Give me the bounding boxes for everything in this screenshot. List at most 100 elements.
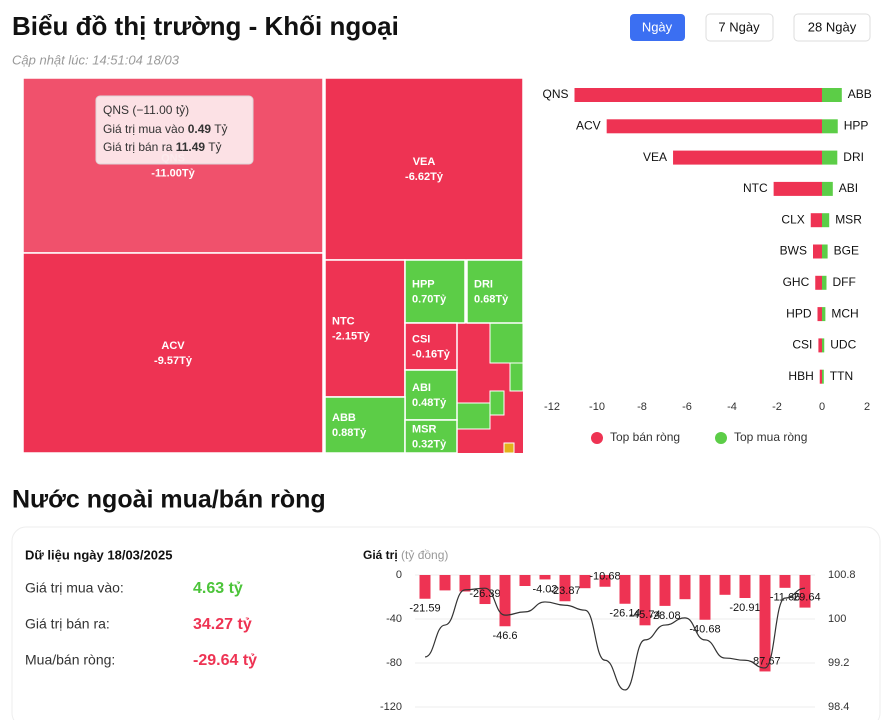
bar: [819, 369, 822, 384]
bar: [818, 338, 822, 353]
bar-label: CSI: [792, 338, 812, 352]
value-label: -87.67: [749, 655, 780, 667]
value-label: -46.6: [492, 630, 517, 642]
value-label: -21.59: [409, 603, 440, 615]
bar: [579, 575, 591, 589]
tab-label[interactable]: 7 Ngày: [718, 19, 760, 34]
cell-value: 0.88Tỷ: [332, 427, 367, 439]
bar: [479, 575, 491, 605]
bar: [719, 575, 731, 595]
tab-28[interactable]: [793, 13, 871, 42]
value-label: -40.68: [689, 624, 720, 636]
bar: [619, 575, 631, 604]
x-tick-label: 2: [864, 401, 870, 413]
bar: [759, 575, 771, 672]
bar: [822, 244, 828, 259]
legend-label: Top bán ròng: [610, 430, 680, 444]
bar-label: ABI: [839, 181, 858, 195]
bar: [659, 575, 671, 606]
bar: [822, 88, 842, 102]
cell-label: CSI: [412, 333, 430, 345]
summary-value: 4.63 tỷ: [193, 580, 243, 597]
y-tick-label: 0: [396, 569, 402, 581]
bar-label: DFF: [833, 275, 856, 289]
small-cell: [503, 442, 515, 454]
summary-label: Giá trị mua vào:: [25, 580, 124, 596]
bar: [822, 369, 824, 384]
x-tick-label: -4: [727, 401, 737, 413]
bar: [499, 575, 511, 627]
small-cell: [456, 402, 491, 430]
page-title: Biểu đồ thị trường - Khối ngoại: [12, 11, 399, 41]
bar-label: MCH: [831, 306, 858, 320]
y-tick-label: -40: [386, 613, 402, 625]
bar-label: ACV: [576, 118, 601, 132]
summary-value: -29.64 tỷ: [193, 652, 257, 669]
y2-tick-label: 99.2: [828, 657, 849, 669]
cell-value: -2.15Tỷ: [332, 330, 371, 342]
summary-label: Mua/bán ròng:: [25, 652, 115, 668]
tab-day[interactable]: [630, 14, 685, 41]
y-axis-label: Giá trị (tỷ đồng): [363, 548, 448, 562]
bar: [439, 575, 451, 591]
tooltip-label: Giá trị mua vào: [103, 122, 185, 136]
bar: [559, 575, 571, 602]
y-axis-title: Giá trị: [363, 548, 398, 562]
x-tick-label: -6: [682, 401, 692, 413]
y2-tick-label: 100.8: [828, 569, 856, 581]
tab-7[interactable]: [705, 13, 774, 42]
bar: [599, 575, 611, 587]
updated-time: Cập nhật lúc: 14:51:04 18/03: [12, 52, 180, 67]
x-tick-label: -12: [544, 401, 560, 413]
tooltip-title: QNS (−11.00 tỷ): [103, 103, 189, 117]
cell-label: ACV: [161, 340, 185, 352]
bar: [822, 275, 827, 290]
bar: [639, 575, 651, 626]
bar-label: MSR: [835, 212, 862, 226]
tooltip-unit: Tỷ: [208, 140, 221, 154]
legend-label: Top mua ròng: [734, 430, 807, 444]
cell-label: HPP: [412, 278, 435, 290]
tooltip-value: 11.49: [176, 140, 206, 154]
bar: [773, 181, 822, 196]
section-title: Nước ngoài mua/bán ròng: [12, 486, 326, 514]
bar: [539, 575, 551, 580]
tooltip-label: Giá trị bán ra: [103, 140, 173, 154]
bar: [799, 575, 811, 608]
small-cell: [489, 390, 505, 416]
bar: [822, 338, 825, 353]
tab-label[interactable]: 28 Ngày: [808, 19, 857, 34]
value-label: -10.68: [589, 571, 620, 583]
legend-marker: [591, 432, 603, 444]
treemap-cell: [324, 77, 524, 261]
cell-value: -11.00Tỷ: [151, 167, 195, 179]
bar-label: VEA: [643, 150, 667, 164]
x-tick-label: -8: [637, 401, 647, 413]
bar-label: NTC: [743, 181, 768, 195]
bar-label: ABB: [848, 87, 872, 101]
bar-label: HBH: [788, 369, 813, 383]
tooltip: [95, 95, 254, 165]
y2-tick-label: 98.4: [828, 701, 849, 713]
tooltip-row: Giá trị bán ra 11.49 Tỷ: [103, 140, 222, 154]
bar-label: UDC: [830, 338, 856, 352]
treemap-cell: [324, 259, 406, 398]
bar: [815, 275, 822, 290]
x-tick-label: -10: [589, 401, 605, 413]
treemap-cell: [404, 419, 458, 454]
bar-label: HPP: [844, 118, 869, 132]
value-label: -4.02: [532, 583, 557, 595]
bar-label: DRI: [843, 150, 864, 164]
cell-value: -6.62Tỷ: [405, 171, 444, 183]
bar: [810, 213, 822, 228]
bar-label: TTN: [830, 369, 853, 383]
cell-value: 0.68Tỷ: [474, 293, 509, 305]
treemap-cell: [404, 259, 466, 324]
small-cell: [489, 322, 524, 364]
summary-value: 34.27 tỷ: [193, 616, 252, 633]
y-tick-label: -80: [386, 657, 402, 669]
treemap-cell: [22, 252, 324, 454]
tab-label[interactable]: Ngày: [642, 19, 673, 34]
value-label: -29.64: [789, 592, 820, 604]
